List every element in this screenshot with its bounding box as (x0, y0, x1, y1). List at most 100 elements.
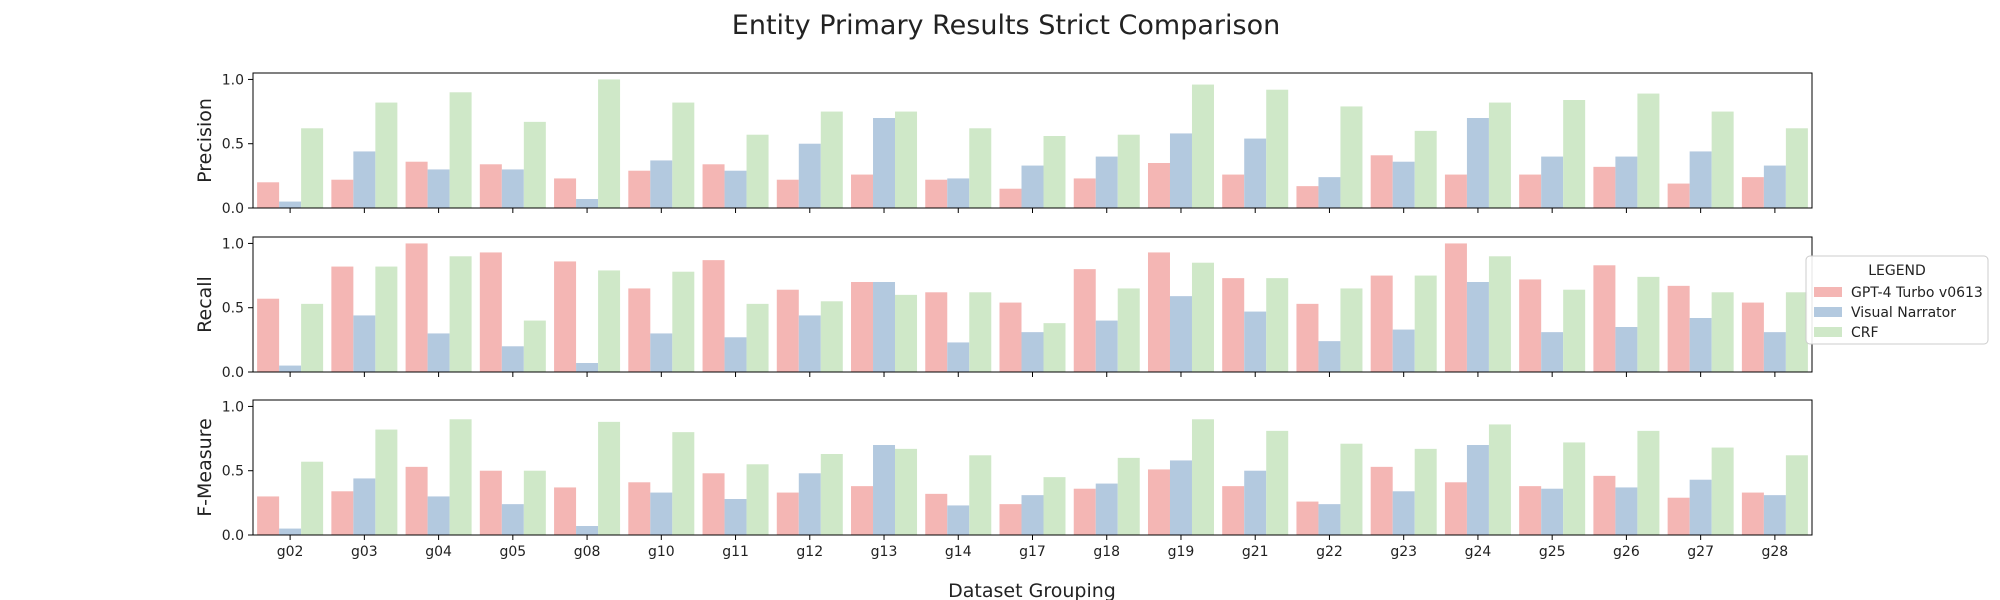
panel-recall: 0.0 0.5 1.0 Recall (194, 236, 1813, 381)
bar-f-measure-g26-s1 (1615, 487, 1638, 535)
x-tick-label: g14 (945, 544, 972, 560)
bar-precision-g21-s0 (1222, 174, 1245, 208)
bar-f-measure-g04-s2 (449, 419, 472, 535)
x-tick-label: g28 (1762, 544, 1789, 560)
bar-precision-g02-s0 (257, 182, 280, 208)
bar-f-measure-g24-s1 (1466, 445, 1489, 535)
bar-recall-g25-s1 (1541, 332, 1564, 372)
bar-f-measure-g14-s0 (925, 493, 948, 535)
bar-recall-g28-s0 (1741, 302, 1764, 372)
bar-f-measure-g03-s2 (375, 429, 398, 535)
bar-precision-g27-s2 (1711, 111, 1734, 208)
bar-f-measure-g14-s2 (969, 455, 992, 535)
legend: LEGEND GPT-4 Turbo v0613 Visual Narrator CR… (1805, 255, 1989, 345)
bar-precision-g12-s0 (776, 179, 799, 208)
bar-precision-g28-s0 (1741, 177, 1764, 208)
x-tick-label: g27 (1687, 544, 1714, 560)
bar-precision-g26-s1 (1615, 156, 1638, 208)
panel-precision: 0.0 0.5 1.0 Precision (194, 72, 1813, 217)
bar-recall-g10-s1 (650, 333, 673, 372)
bar-recall-g13-s1 (873, 282, 896, 372)
bar-recall-g17-s1 (1021, 332, 1044, 372)
bar-f-measure-g18-s0 (1073, 488, 1096, 535)
y-tick-label: 0.5 (222, 464, 244, 480)
bar-recall-g22-s0 (1296, 303, 1319, 372)
bar-f-measure-g12-s0 (776, 492, 799, 535)
y-tick-label: 0.0 (222, 528, 244, 544)
bar-f-measure-g13-s1 (873, 445, 896, 535)
bar-recall-g25-s2 (1563, 289, 1586, 372)
bar-recall-g14-s2 (969, 292, 992, 372)
bar-recall-g12-s0 (776, 289, 799, 372)
x-tick-label: g18 (1093, 544, 1120, 560)
bar-precision-g03-s2 (375, 102, 398, 208)
bar-f-measure-g24-s2 (1488, 424, 1511, 535)
bar-f-measure-g19-s0 (1147, 469, 1170, 535)
bar-precision-g22-s1 (1318, 177, 1341, 208)
bar-precision-g13-s0 (851, 174, 874, 208)
bar-recall-g02-s1 (279, 365, 302, 372)
legend-title: LEGEND (1868, 263, 1926, 279)
bar-recall-g23-s0 (1370, 275, 1393, 372)
bar-f-measure-g18-s2 (1117, 457, 1140, 535)
bar-precision-g23-s0 (1370, 155, 1393, 208)
bar-recall-g23-s2 (1414, 275, 1437, 372)
bar-precision-g18-s0 (1073, 178, 1096, 208)
bar-precision-g05-s0 (479, 164, 502, 208)
bar-recall-g26-s0 (1593, 265, 1616, 372)
y-tick-label: 0.5 (222, 137, 244, 153)
bar-f-measure-g18-s1 (1095, 483, 1118, 535)
bar-f-measure-g13-s2 (895, 448, 918, 535)
bar-recall-g28-s2 (1785, 292, 1808, 372)
bar-recall-g27-s1 (1689, 318, 1712, 372)
x-tick-label: g13 (871, 544, 898, 560)
bar-f-measure-g28-s2 (1785, 455, 1808, 535)
y-axis-label-recall: Recall (194, 276, 216, 333)
bar-f-measure-g12-s2 (820, 454, 843, 535)
bar-precision-g08-s2 (598, 79, 621, 209)
bar-precision-g03-s1 (353, 151, 376, 208)
bar-f-measure-g21-s1 (1244, 470, 1267, 535)
bar-precision-g18-s2 (1117, 134, 1140, 208)
bar-recall-g21-s2 (1266, 278, 1289, 372)
bar-f-measure-g22-s0 (1296, 501, 1319, 535)
x-tick-label: g08 (574, 544, 601, 560)
bar-f-measure-g02-s2 (301, 461, 324, 535)
bar-recall-g18-s2 (1117, 288, 1140, 372)
bar-f-measure-g28-s1 (1763, 495, 1786, 535)
bar-precision-g21-s2 (1266, 89, 1289, 208)
bar-precision-g23-s2 (1414, 130, 1437, 208)
bar-f-measure-g11-s1 (724, 499, 747, 535)
bar-f-measure-g08-s0 (554, 487, 577, 535)
bar-recall-g19-s2 (1191, 262, 1214, 372)
bar-f-measure-g04-s0 (405, 466, 428, 535)
bar-f-measure-g27-s1 (1689, 479, 1712, 535)
bar-precision-g17-s0 (999, 188, 1022, 208)
bar-f-measure-g04-s1 (427, 496, 450, 535)
bar-recall-g04-s2 (449, 256, 472, 372)
bar-precision-g28-s2 (1785, 128, 1808, 208)
bar-f-measure-g19-s2 (1191, 419, 1214, 535)
bar-recall-g03-s2 (375, 266, 398, 372)
x-tick-label: g12 (796, 544, 823, 560)
bar-f-measure-g26-s0 (1593, 475, 1616, 535)
bar-precision-g10-s1 (650, 160, 673, 208)
bar-recall-g25-s0 (1519, 279, 1542, 372)
bar-f-measure-g10-s2 (672, 432, 695, 535)
bar-precision-g18-s1 (1095, 156, 1118, 208)
bar-f-measure-g05-s0 (479, 470, 502, 535)
bar-recall-g03-s1 (353, 315, 376, 372)
bar-recall-g26-s2 (1637, 276, 1660, 372)
bar-f-measure-g22-s2 (1340, 443, 1363, 535)
bar-f-measure-g14-s1 (947, 505, 970, 535)
x-tick-label: g03 (351, 544, 378, 560)
bar-recall-g23-s1 (1392, 329, 1415, 372)
bar-f-measure-g13-s0 (851, 486, 874, 535)
panels: 0.0 0.5 1.0 Precision 0.0 0.5 1.0 Recall 0.0 0.5 1… (194, 72, 1813, 560)
bar-precision-g05-s2 (523, 121, 546, 208)
bar-precision-g03-s0 (331, 179, 354, 208)
bar-precision-g14-s1 (947, 178, 970, 208)
bar-recall-g11-s0 (702, 260, 725, 372)
bar-recall-g11-s1 (724, 337, 747, 372)
bar-f-measure-g23-s1 (1392, 491, 1415, 535)
